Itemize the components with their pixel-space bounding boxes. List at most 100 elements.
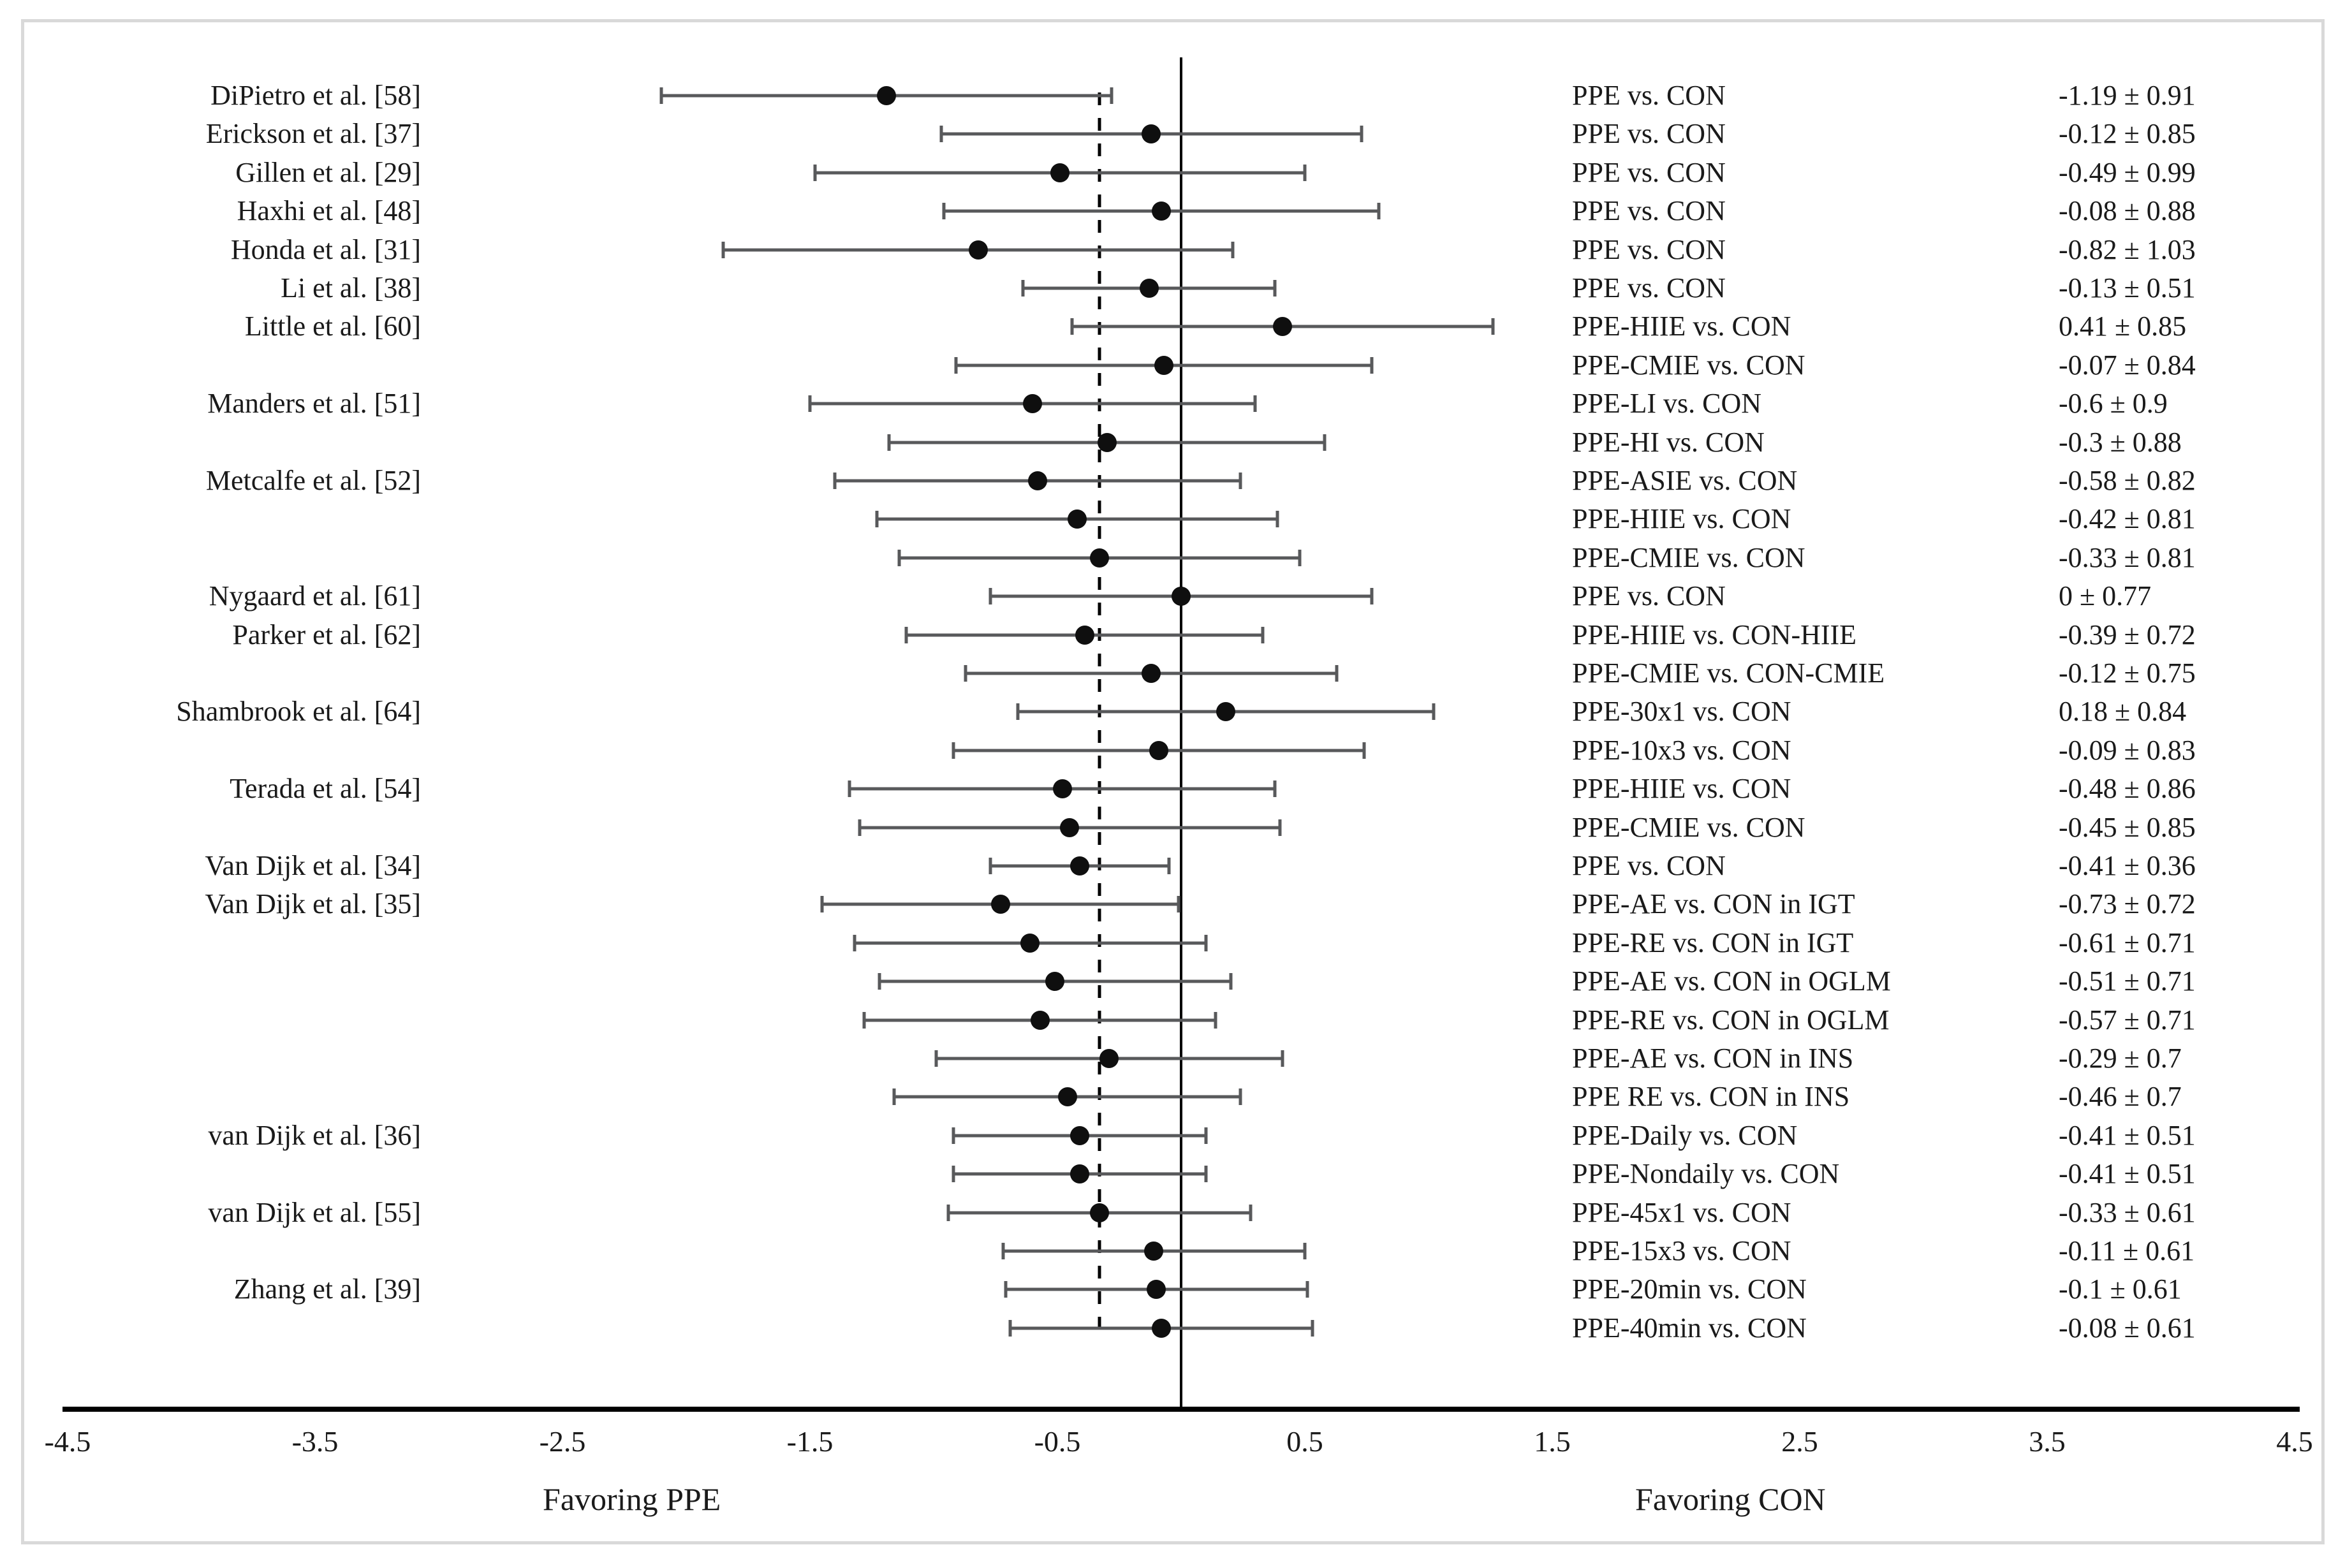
study-label: Metcalfe et al. [52] xyxy=(205,465,421,496)
error-bar-cap-right xyxy=(1167,858,1171,874)
point-marker xyxy=(1069,856,1089,876)
comparison-label: PPE-ASIE vs. CON xyxy=(1572,465,1798,496)
error-bar-cap-left xyxy=(942,203,946,220)
effect-value: -0.41 ± 0.51 xyxy=(2059,1158,2196,1190)
effect-value: -0.39 ± 0.72 xyxy=(2059,619,2196,650)
study-label: Nygaard et al. [61] xyxy=(209,580,421,612)
error-bar-cap-left xyxy=(939,126,943,143)
error-bar-cap-right xyxy=(1204,934,1208,951)
point-marker xyxy=(1139,279,1159,298)
error-bar-cap-left xyxy=(721,241,725,258)
x-tick-label: 1.5 xyxy=(1534,1425,1571,1458)
effect-value: -0.6 ± 0.9 xyxy=(2059,388,2168,420)
error-bar-cap-left xyxy=(833,473,837,489)
comparison-label: PPE-CMIE vs. CON xyxy=(1572,811,1805,843)
point-marker xyxy=(1060,817,1080,837)
comparison-label: PPE vs. CON xyxy=(1572,80,1726,111)
effect-value: -0.1 ± 0.61 xyxy=(2059,1273,2182,1305)
x-tick-label: -1.5 xyxy=(786,1425,834,1458)
error-bar-cap-right xyxy=(1303,1243,1307,1259)
effect-value: -0.12 ± 0.85 xyxy=(2059,118,2196,150)
error-bar-cap-left xyxy=(892,1088,896,1106)
error-bar-cap-right xyxy=(1491,318,1495,335)
error-bar-cap-left xyxy=(964,665,967,682)
effect-value: -0.58 ± 0.82 xyxy=(2059,465,2196,496)
error-bar-cap-left xyxy=(862,1011,866,1029)
point-marker xyxy=(1089,548,1109,568)
x-tick-label: -4.5 xyxy=(44,1425,91,1458)
point-marker xyxy=(1045,972,1065,992)
comparison-label: PPE-LI vs. CON xyxy=(1572,388,1762,420)
effect-value: -0.09 ± 0.83 xyxy=(2059,734,2196,766)
comparison-label: PPE vs. CON xyxy=(1572,156,1726,188)
error-bar-cap-right xyxy=(1253,395,1257,413)
effect-value: -0.42 ± 0.81 xyxy=(2059,503,2196,535)
effect-value: -0.41 ± 0.51 xyxy=(2059,1119,2196,1151)
point-marker xyxy=(1069,1164,1089,1184)
error-bar-cap-left xyxy=(989,588,992,605)
x-axis-line xyxy=(62,1407,2300,1412)
error-bar-cap-left xyxy=(878,973,881,990)
error-bar-cap-left xyxy=(1001,1243,1005,1259)
effect-value: 0.18 ± 0.84 xyxy=(2059,696,2187,728)
point-marker xyxy=(1057,1087,1077,1107)
comparison-label: PPE RE vs. CON in INS xyxy=(1572,1081,1850,1113)
effect-value: -0.11 ± 0.61 xyxy=(2059,1235,2195,1266)
point-marker xyxy=(1050,163,1069,182)
point-marker xyxy=(1172,587,1191,606)
comparison-label: PPE-HIIE vs. CON xyxy=(1572,311,1791,342)
point-marker xyxy=(1052,779,1072,799)
study-label: Van Dijk et al. [34] xyxy=(205,850,421,881)
error-bar-cap-right xyxy=(1214,1011,1217,1029)
error-bar-cap-right xyxy=(1177,896,1180,913)
x-tick-label: 4.5 xyxy=(2276,1425,2313,1458)
effect-value: -0.3 ± 0.88 xyxy=(2059,426,2182,458)
error-bar-cap-right xyxy=(1275,511,1279,528)
comparison-label: PPE-15x3 vs. CON xyxy=(1572,1235,1791,1266)
effect-value: -0.33 ± 0.81 xyxy=(2059,541,2196,573)
point-marker xyxy=(1030,1010,1050,1030)
error-bar-cap-right xyxy=(1370,588,1374,605)
x-tick-label: -2.5 xyxy=(539,1425,586,1458)
error-bar-cap-left xyxy=(952,1166,955,1183)
effect-value: -0.49 ± 0.99 xyxy=(2059,156,2196,188)
point-marker xyxy=(1089,1203,1109,1222)
comparison-label: PPE-HIIE vs. CON-HIIE xyxy=(1572,619,1857,650)
effect-value: -0.12 ± 0.75 xyxy=(2059,657,2196,689)
error-bar-cap-right xyxy=(1305,1281,1309,1298)
error-bar-cap-right xyxy=(1204,1166,1208,1183)
study-label: Honda et al. [31] xyxy=(230,233,421,265)
error-bar-cap-right xyxy=(1298,549,1302,566)
error-bar-cap-left xyxy=(934,1050,938,1067)
point-marker xyxy=(990,895,1010,914)
x-tick-label: 2.5 xyxy=(1781,1425,1818,1458)
effect-value: -0.48 ± 0.86 xyxy=(2059,773,2196,805)
error-bar-cap-right xyxy=(1362,742,1366,759)
error-bar-cap-left xyxy=(1004,1281,1008,1298)
comparison-label: PPE-10x3 vs. CON xyxy=(1572,734,1791,766)
error-bar-cap-left xyxy=(1021,280,1025,297)
point-marker xyxy=(1020,933,1040,953)
error-bar-cap-left xyxy=(887,434,891,451)
point-marker xyxy=(1142,124,1161,144)
error-bar-cap-left xyxy=(954,356,958,374)
comparison-label: PPE-AE vs. CON in INS xyxy=(1572,1043,1854,1074)
error-bar-cap-left xyxy=(904,626,908,643)
error-bar-cap-right xyxy=(1273,280,1277,297)
point-marker xyxy=(1068,509,1087,529)
point-marker xyxy=(1027,471,1047,490)
error-bar-cap-left xyxy=(1070,318,1074,335)
effect-value: -0.61 ± 0.71 xyxy=(2059,927,2196,958)
point-marker xyxy=(877,86,897,105)
effect-value: -0.73 ± 0.72 xyxy=(2059,888,2196,920)
comparison-label: PPE vs. CON xyxy=(1572,580,1726,612)
study-label: van Dijk et al. [36] xyxy=(208,1119,421,1151)
effect-value: -0.51 ± 0.71 xyxy=(2059,965,2196,997)
error-bar-cap-right xyxy=(1323,434,1327,451)
point-marker xyxy=(1075,625,1094,645)
error-bar-cap-right xyxy=(1311,1319,1314,1337)
error-bar-cap-left xyxy=(820,896,824,913)
effect-value: -0.08 ± 0.88 xyxy=(2059,195,2196,227)
point-marker xyxy=(1069,1125,1089,1145)
